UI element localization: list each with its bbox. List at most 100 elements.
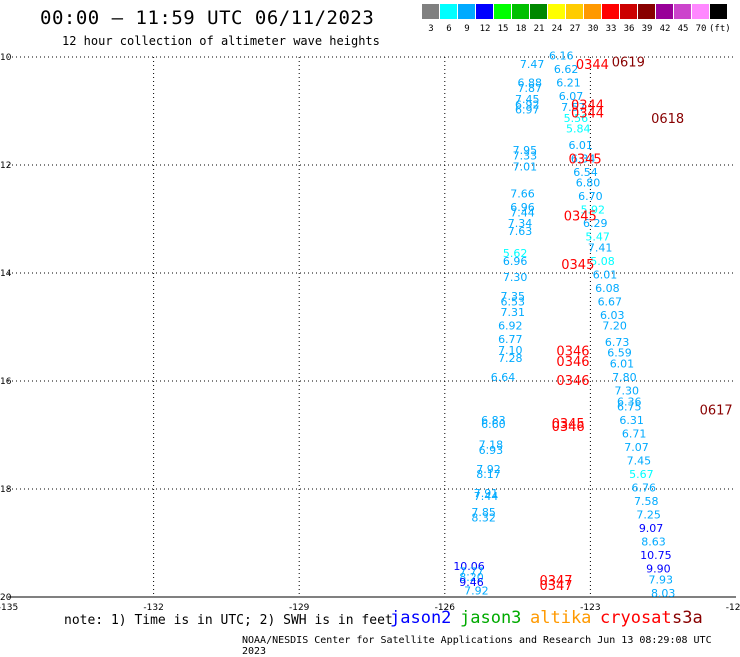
wave-height-value: 6.75: [617, 401, 642, 414]
color-swatch: [494, 4, 511, 19]
pass-time-label: 0345: [561, 258, 594, 273]
wave-height-value: 6.64: [491, 371, 516, 384]
color-scale-label: 24: [551, 24, 563, 34]
color-swatch: [476, 4, 493, 19]
wave-height-value: 5.62: [503, 247, 528, 260]
wave-height-value: 7.20: [602, 320, 627, 333]
wave-height-value: 6.73: [605, 336, 630, 349]
wave-height-value: 7.77: [459, 565, 484, 578]
wave-height-value: 7.45: [515, 93, 540, 106]
color-swatch: [602, 4, 619, 19]
pass-time-label: 0618: [651, 112, 684, 127]
wave-height-value: 7.66: [510, 187, 535, 200]
color-swatch: [440, 4, 457, 19]
legend-altika: altika: [530, 608, 592, 628]
longitude-label: -129: [289, 603, 310, 613]
wave-height-value: 6.97: [515, 104, 540, 117]
wave-height-value: 9.46: [459, 576, 484, 589]
pass-time-label: 0345: [569, 153, 602, 168]
wave-height-value: 7.95: [513, 144, 538, 157]
color-swatch: [566, 4, 583, 19]
wave-height-value: 7.63: [508, 225, 533, 238]
latitude-label: 16: [0, 377, 12, 387]
wave-height-value: 7.44: [474, 490, 499, 503]
wave-height-value: 6.62: [554, 63, 579, 76]
longitude-label: -126: [435, 603, 456, 613]
color-swatch: [530, 4, 547, 19]
color-swatch: [512, 4, 529, 19]
wave-height-value: 9.90: [646, 563, 671, 576]
wave-height-value: 6.54: [573, 166, 598, 179]
map-subtitle: 12 hour collection of altimeter wave hei…: [62, 34, 380, 48]
longitude-label: -123: [580, 603, 600, 613]
wave-height-value: 6.59: [607, 347, 632, 360]
wave-height-value: 7.25: [636, 509, 661, 522]
wave-height-value: 7.44: [510, 206, 535, 219]
wave-height-value: 10.75: [640, 549, 672, 562]
pass-time-label: 0346: [552, 420, 585, 435]
legend-jason2: jason2: [390, 608, 452, 628]
wave-height-value: 6.71: [622, 428, 647, 441]
color-scale-label: 33: [605, 24, 617, 34]
units-note: note: 1) Time is in UTC; 2) SWH is in fe…: [64, 613, 393, 628]
wave-height-value: 7.01: [513, 160, 538, 173]
wave-height-value: 5.67: [629, 468, 654, 481]
wave-height-value: 6.03: [600, 309, 625, 322]
pass-time-label: 0344: [571, 99, 604, 114]
wave-height-value: 6.53: [500, 295, 525, 308]
wave-height-value: 6.96: [503, 255, 528, 268]
wave-height-value: 7.47: [520, 58, 545, 71]
wave-height-value: 7.45: [627, 455, 652, 468]
wave-height-value: 5.08: [590, 255, 615, 268]
footer-credit: NOAA/NESDIS Center for Satellite Applica…: [242, 635, 712, 657]
legend-jason3: jason3: [460, 608, 522, 628]
wave-height-value: 7.92: [476, 463, 501, 476]
wave-height-value: 6.96: [510, 201, 535, 214]
wave-height-value: 6.67: [598, 295, 623, 308]
wave-height-value: 6.83: [481, 414, 506, 427]
color-scale-label: 9: [464, 24, 470, 34]
color-scale-label: 30: [587, 24, 599, 34]
color-scale-label: 36: [623, 24, 635, 34]
wave-height-value: 6.93: [479, 444, 504, 457]
wave-height-value: 6.07: [559, 90, 584, 103]
wave-height-value: 8.20: [459, 571, 484, 584]
wave-height-value: 7.28: [498, 352, 523, 365]
wave-height-value: 6.29: [583, 217, 608, 230]
color-swatch: [584, 4, 601, 19]
color-scale-label: 21: [533, 24, 545, 34]
color-scale-label: 15: [497, 24, 509, 34]
pass-time-label: 0617: [700, 404, 733, 419]
pass-time-label: 0344: [576, 58, 609, 73]
wave-height-value: 6.16: [549, 50, 574, 63]
latitude-label: 14: [0, 269, 12, 279]
wave-height-value: 6.01: [610, 358, 635, 371]
wave-height-value: 7.31: [500, 306, 525, 319]
wave-height-value: 7.35: [500, 290, 525, 303]
color-swatch: [656, 4, 673, 19]
wave-height-value: 6.92: [498, 320, 523, 333]
wave-height-value: 7.10: [498, 344, 523, 357]
color-scale-label: 18: [515, 24, 527, 34]
latitude-label: 10: [0, 53, 12, 63]
color-swatch: [710, 4, 727, 19]
wave-height-value: 6.21: [556, 77, 581, 90]
color-scale-label: 27: [569, 24, 581, 34]
color-scale-label: 70: [695, 24, 707, 34]
wave-height-value: 6.76: [632, 482, 657, 495]
color-swatch: [422, 4, 439, 19]
wave-height-value: 7.30: [503, 271, 528, 284]
pass-time-label: 0347: [539, 579, 572, 594]
pass-time-label: 0346: [556, 374, 589, 389]
wave-height-value: 6.31: [619, 414, 644, 427]
color-scale-label: 12: [479, 24, 491, 34]
color-swatch: [674, 4, 691, 19]
wave-height-value: 9.07: [639, 522, 664, 535]
pass-time-label: 0344: [571, 107, 604, 122]
wave-height-value: 7.91: [474, 487, 499, 500]
wave-height-value: 6.36: [617, 395, 642, 408]
color-swatch: [620, 4, 637, 19]
wave-height-value: 5.47: [585, 231, 610, 244]
color-swatch: [638, 4, 655, 19]
